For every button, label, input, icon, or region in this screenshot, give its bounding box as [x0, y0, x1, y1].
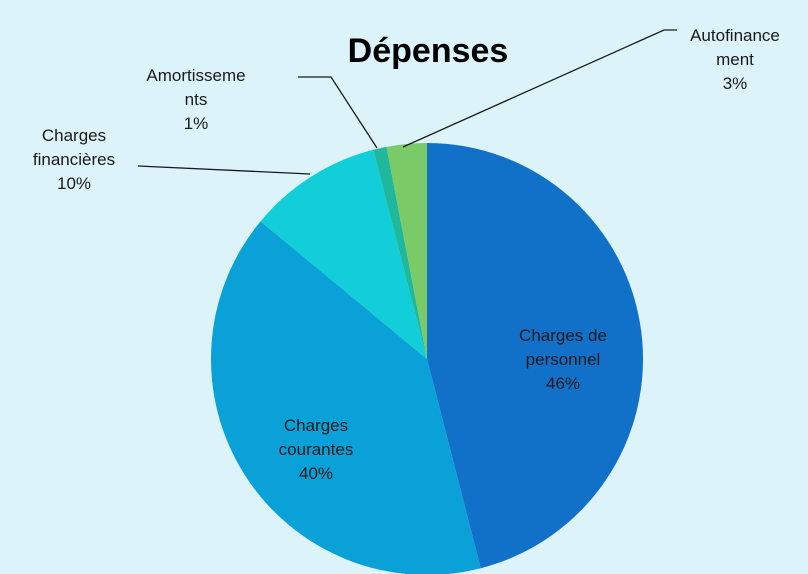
category-label: Charges de personnel: [519, 326, 607, 369]
leader-line: [137, 165, 311, 175]
value-label: 40%: [298, 464, 334, 483]
pie: [211, 143, 644, 574]
value-label: 46%: [545, 374, 581, 393]
pie-slice: [427, 143, 644, 569]
data-label: Charges financières 10%: [18, 124, 130, 196]
pie-slice: [260, 149, 427, 359]
value-label: 10%: [56, 174, 92, 193]
value-label: 3%: [722, 74, 748, 93]
category-label: Charges financières: [32, 126, 116, 169]
category-label: Autofinancement: [690, 26, 780, 69]
pie-slice: [386, 143, 427, 359]
pie-slice: [211, 221, 481, 574]
data-label: Autofinancement 3%: [689, 24, 781, 96]
category-label: Amortissements: [146, 66, 246, 109]
data-label: Charges de personnel 46%: [498, 324, 628, 396]
data-label: Charges courantes 40%: [260, 414, 372, 486]
leader-line: [402, 29, 677, 148]
chart-title: Dépenses: [348, 32, 509, 70]
category-label: Charges courantes: [278, 416, 354, 459]
pie-slice: [373, 146, 427, 359]
value-label: 1%: [183, 114, 209, 133]
data-label: Amortissements 1%: [144, 64, 248, 136]
leader-line: [298, 76, 378, 149]
